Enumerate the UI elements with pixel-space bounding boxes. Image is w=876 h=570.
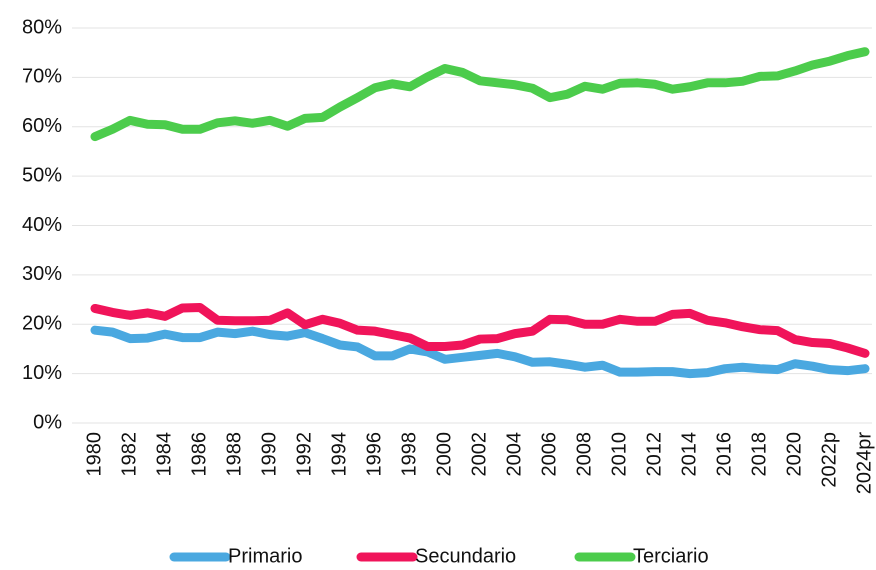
x-tick-label: 2010 (608, 432, 630, 477)
series-line (90, 47, 870, 142)
x-tick-label: 2004 (503, 432, 525, 477)
y-tick-label: 20% (22, 313, 62, 335)
legend-label: Primario (228, 545, 302, 567)
x-tick-label: 1980 (83, 432, 105, 477)
x-tick-label: 2016 (713, 432, 735, 477)
x-tick-label: 2022p (818, 432, 840, 488)
y-tick-label: 80% (22, 16, 62, 38)
x-tick-label: 1986 (188, 432, 210, 477)
series-line (90, 325, 870, 379)
y-tick-label: 30% (22, 263, 62, 285)
x-tick-label: 1988 (223, 432, 245, 477)
x-tick-label: 2024pr (853, 432, 875, 495)
x-tick-label: 1982 (118, 432, 140, 477)
x-tick-label: 2006 (538, 432, 560, 477)
x-tick-label: 1990 (258, 432, 280, 477)
x-tick-label: 2002 (468, 432, 490, 477)
x-tick-label: 1998 (398, 432, 420, 477)
series-line (90, 302, 870, 358)
y-tick-label: 70% (22, 66, 62, 88)
x-tick-label: 2012 (643, 432, 665, 477)
x-tick-label: 1994 (328, 432, 350, 477)
legend-label: Terciario (633, 545, 709, 567)
x-tick-label: 1992 (293, 432, 315, 477)
y-tick-label: 60% (22, 115, 62, 137)
x-tick-label: 2008 (573, 432, 595, 477)
x-tick-label: 2018 (748, 432, 770, 477)
y-tick-label: 40% (22, 214, 62, 236)
y-tick-label: 0% (33, 411, 62, 433)
x-tick-label: 2020 (783, 432, 805, 477)
x-tick-label: 2014 (678, 432, 700, 477)
y-tick-label: 10% (22, 362, 62, 384)
legend-label: Secundario (415, 545, 516, 567)
x-tick-label: 1984 (153, 432, 175, 477)
x-tick-label: 1996 (363, 432, 385, 477)
x-tick-label: 2000 (433, 432, 455, 477)
y-tick-label: 50% (22, 164, 62, 186)
